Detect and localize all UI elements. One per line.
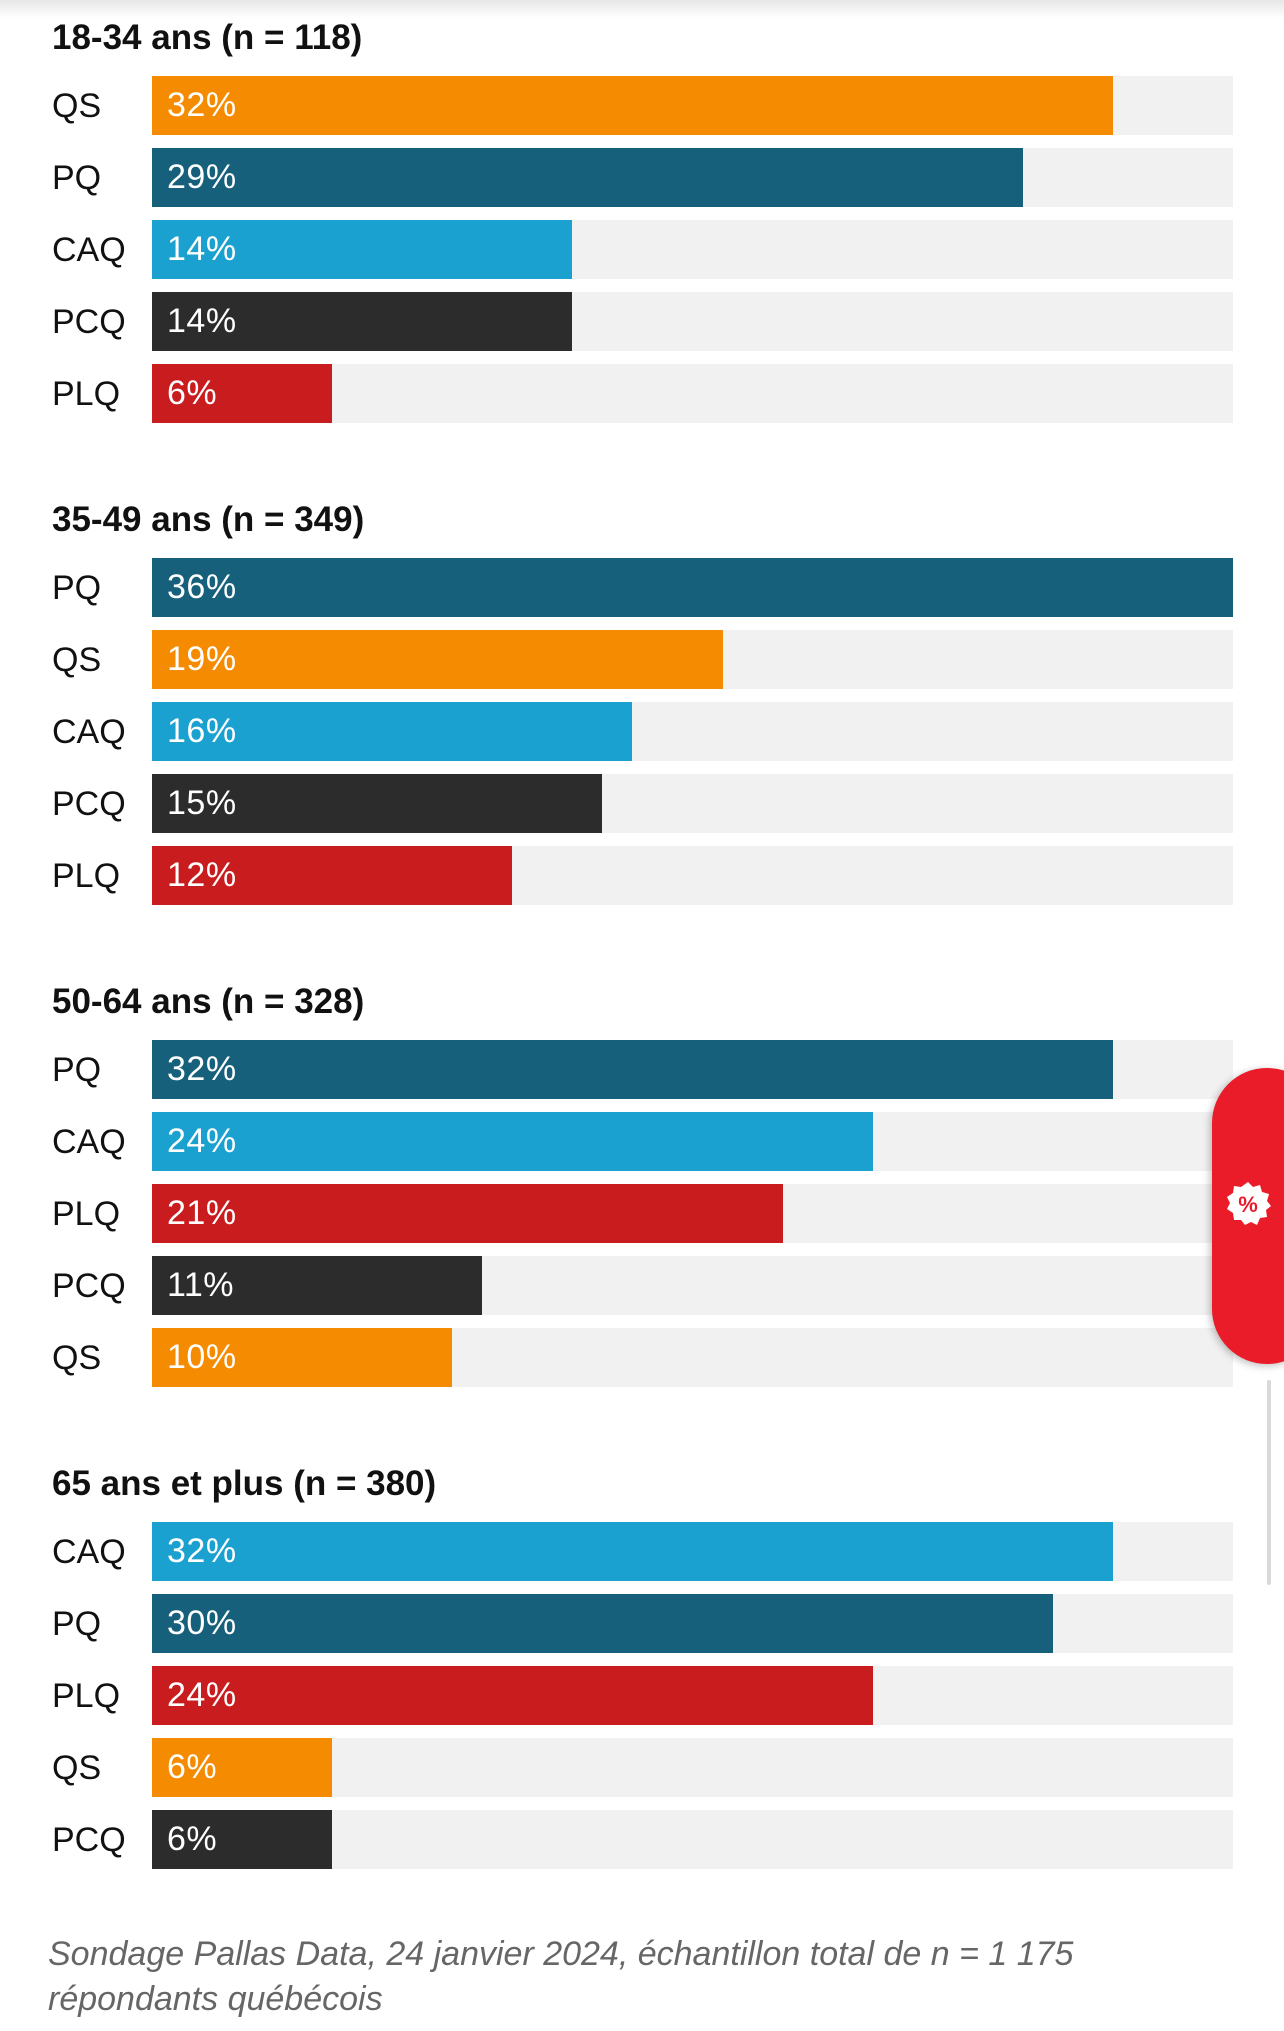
bar: 6% bbox=[152, 364, 332, 423]
bar: 30% bbox=[152, 1594, 1053, 1653]
bar: 19% bbox=[152, 630, 723, 689]
data-label: 16% bbox=[167, 712, 237, 750]
category-label: PLQ bbox=[52, 1195, 121, 1233]
data-label: 32% bbox=[167, 1532, 237, 1570]
bar: 32% bbox=[152, 1040, 1113, 1099]
category-label: PQ bbox=[52, 159, 102, 197]
bar: 24% bbox=[152, 1666, 873, 1725]
bar: 12% bbox=[152, 846, 512, 905]
bar: 32% bbox=[152, 76, 1113, 135]
bar-track bbox=[152, 1810, 1233, 1869]
scrollbar[interactable] bbox=[1267, 1380, 1271, 1585]
data-label: 15% bbox=[167, 784, 237, 822]
bar: 24% bbox=[152, 1112, 873, 1171]
chart-title: 18-34 ans (n = 118) bbox=[52, 18, 363, 57]
category-label: QS bbox=[52, 87, 102, 125]
category-label: CAQ bbox=[52, 1123, 126, 1161]
chart-title: 35-49 ans (n = 349) bbox=[52, 500, 365, 539]
bar: 14% bbox=[152, 220, 572, 279]
data-label: 24% bbox=[167, 1676, 237, 1714]
data-label: 6% bbox=[167, 1820, 218, 1858]
category-label: PCQ bbox=[52, 1821, 126, 1859]
bar: 6% bbox=[152, 1810, 332, 1869]
category-label: PQ bbox=[52, 1605, 102, 1643]
data-label: 21% bbox=[167, 1194, 237, 1232]
percent-badge-icon[interactable]: % bbox=[1224, 1180, 1272, 1228]
data-label: 24% bbox=[167, 1122, 237, 1160]
data-label: 10% bbox=[167, 1338, 237, 1376]
bar: 6% bbox=[152, 1738, 332, 1797]
data-label: 14% bbox=[167, 302, 237, 340]
data-label: 11% bbox=[167, 1266, 235, 1304]
bar: 36% bbox=[152, 558, 1233, 617]
category-label: PCQ bbox=[52, 1267, 126, 1305]
category-label: CAQ bbox=[52, 231, 126, 269]
top-shadow bbox=[0, 0, 1284, 18]
bar: 15% bbox=[152, 774, 602, 833]
data-label: 32% bbox=[167, 86, 237, 124]
category-label: CAQ bbox=[52, 713, 126, 751]
bar: 10% bbox=[152, 1328, 452, 1387]
category-label: QS bbox=[52, 1339, 102, 1377]
source-note: Sondage Pallas Data, 24 janvier 2024, éc… bbox=[48, 1935, 1074, 2018]
chart-title: 50-64 ans (n = 328) bbox=[52, 982, 365, 1021]
data-label: 19% bbox=[167, 640, 237, 678]
bar-track bbox=[152, 1738, 1233, 1797]
data-label: 36% bbox=[167, 568, 237, 606]
data-label: 32% bbox=[167, 1050, 237, 1088]
category-label: PQ bbox=[52, 1051, 102, 1089]
category-label: PQ bbox=[52, 569, 102, 607]
category-label: PCQ bbox=[52, 303, 126, 341]
bar: 32% bbox=[152, 1522, 1113, 1581]
bar: 21% bbox=[152, 1184, 783, 1243]
data-label: 6% bbox=[167, 1748, 218, 1786]
bar: 29% bbox=[152, 148, 1023, 207]
chart-title: 65 ans et plus (n = 380) bbox=[52, 1464, 437, 1503]
bar: 11% bbox=[152, 1256, 482, 1315]
bar: 14% bbox=[152, 292, 572, 351]
category-label: QS bbox=[52, 1749, 102, 1787]
category-label: PLQ bbox=[52, 375, 121, 413]
bar: 16% bbox=[152, 702, 632, 761]
data-label: 30% bbox=[167, 1604, 237, 1642]
data-label: 6% bbox=[167, 374, 218, 412]
category-label: PLQ bbox=[52, 857, 121, 895]
svg-text:%: % bbox=[1238, 1192, 1258, 1217]
data-label: 12% bbox=[167, 856, 237, 894]
category-label: PCQ bbox=[52, 785, 126, 823]
bar-track bbox=[152, 364, 1233, 423]
data-label: 14% bbox=[167, 230, 237, 268]
category-label: PLQ bbox=[52, 1677, 121, 1715]
category-label: QS bbox=[52, 641, 102, 679]
data-label: 29% bbox=[167, 158, 237, 196]
category-label: CAQ bbox=[52, 1533, 126, 1571]
